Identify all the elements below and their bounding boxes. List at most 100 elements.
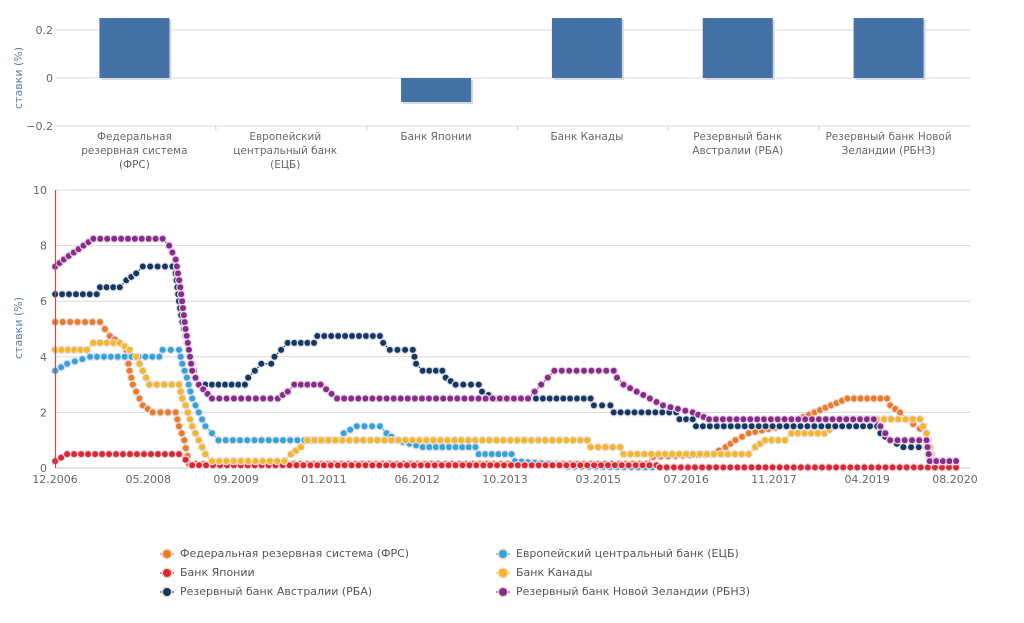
series-marker <box>713 416 719 423</box>
series-marker <box>699 423 706 430</box>
series-marker <box>768 437 775 444</box>
legend-item-rbnz[interactable]: Резервный банк Новой Зеландии (РБНЗ) <box>496 585 750 598</box>
series-marker <box>748 423 755 430</box>
series-marker <box>78 451 85 458</box>
series-marker <box>494 462 501 469</box>
series-marker <box>925 451 932 458</box>
series-marker <box>503 395 510 402</box>
series-marker <box>325 437 332 444</box>
series-marker <box>706 416 713 423</box>
line-series-group <box>51 338 961 466</box>
series-marker <box>107 353 114 360</box>
series-marker <box>176 381 182 388</box>
series-marker <box>475 451 482 458</box>
series-marker <box>588 367 595 374</box>
series-marker <box>570 437 577 444</box>
series-marker <box>216 395 223 402</box>
series-marker <box>902 416 909 423</box>
series-marker <box>741 423 748 430</box>
series-marker <box>507 437 514 444</box>
series-marker <box>395 437 402 444</box>
legend-item-boc[interactable]: Банк Канады <box>496 566 592 579</box>
series-marker <box>781 437 788 444</box>
series-marker <box>223 458 230 465</box>
bar-chart-y-ticks: 0.2 0 −0.2 <box>26 24 53 133</box>
series-marker <box>535 462 542 469</box>
series-marker <box>245 395 252 402</box>
series-marker <box>355 395 362 402</box>
series-marker <box>790 464 797 471</box>
series-marker <box>369 423 376 430</box>
legend-item-ecb[interactable]: Европейский центральный банк (ЕЦБ) <box>496 547 739 560</box>
legend-marker-icon <box>496 568 510 578</box>
series-marker <box>101 353 107 360</box>
series-marker <box>64 451 71 458</box>
series-marker <box>897 409 904 416</box>
series-marker <box>539 395 546 402</box>
series-marker <box>895 416 902 423</box>
series-marker <box>662 451 669 458</box>
series-marker <box>634 451 641 458</box>
series-marker <box>685 464 691 471</box>
series-marker <box>353 437 360 444</box>
series-marker <box>533 395 539 402</box>
series-marker <box>447 395 454 402</box>
legend-item-frs[interactable]: Федеральная резервная система (ФРС) <box>160 547 409 560</box>
series-marker <box>126 346 133 353</box>
series-marker <box>121 353 128 360</box>
series-marker <box>549 462 556 469</box>
series-marker <box>311 437 318 444</box>
line-x-tick-label: 03.2015 <box>576 473 622 486</box>
series-marker <box>383 395 390 402</box>
series-marker <box>877 395 884 402</box>
series-marker <box>64 360 71 367</box>
line-chart: ставки (%) 0 2 4 6 8 10 12.2006 05.2008 09.2009… <box>12 184 978 486</box>
series-marker <box>172 409 179 416</box>
line-chart-y-axis-title: ставки (%) <box>12 297 25 359</box>
series-marker <box>127 451 133 458</box>
series-marker <box>381 437 388 444</box>
series-marker <box>176 346 182 353</box>
legend-item-rba[interactable]: Резервный банк Австралии (РБА) <box>160 585 372 598</box>
series-marker <box>896 464 903 471</box>
series-marker <box>868 464 875 471</box>
series-marker <box>812 464 818 471</box>
series-marker <box>321 333 328 339</box>
series-marker <box>71 358 78 365</box>
series-marker <box>752 428 759 435</box>
series-marker <box>595 444 601 451</box>
series-marker <box>175 270 181 277</box>
series-marker <box>468 381 474 388</box>
series-marker <box>411 395 418 402</box>
series-marker <box>311 381 317 388</box>
series-marker <box>864 395 871 402</box>
series-marker <box>199 444 206 451</box>
series-marker <box>683 451 690 458</box>
series-marker <box>727 423 734 430</box>
legend-item-boj[interactable]: Банк Японии <box>160 566 255 579</box>
bar <box>551 18 622 78</box>
series-marker <box>362 462 369 469</box>
series-marker <box>83 346 90 353</box>
series-marker <box>184 339 191 346</box>
series-marker <box>682 407 689 414</box>
series-marker <box>360 437 367 444</box>
series-marker <box>244 437 251 444</box>
series-marker <box>603 367 610 374</box>
series-marker <box>801 430 808 437</box>
series-marker <box>419 367 426 374</box>
series-marker <box>367 437 374 444</box>
series-marker <box>286 462 293 469</box>
series-marker <box>501 462 507 469</box>
bar <box>853 18 924 78</box>
series-marker <box>103 339 110 346</box>
series-marker <box>910 464 917 471</box>
line-series-group <box>51 234 961 466</box>
series-marker <box>587 395 594 402</box>
series-marker <box>916 437 923 444</box>
series-marker <box>632 462 639 469</box>
series-marker <box>489 395 496 402</box>
series-marker <box>909 416 916 423</box>
legend-marker-icon <box>160 587 174 597</box>
series-marker <box>535 437 542 444</box>
